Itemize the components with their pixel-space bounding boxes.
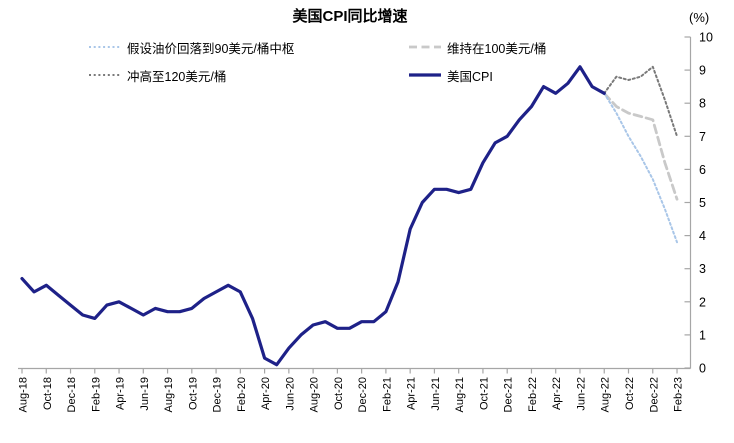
x-tick-label: Oct-19	[187, 377, 199, 410]
x-tick-label: Aug-22	[600, 377, 612, 412]
x-tick-label: Dec-18	[66, 377, 78, 412]
y-tick-label: 9	[699, 64, 706, 78]
x-tick-label: Dec-19	[212, 377, 224, 412]
y-tick-label: 1	[699, 328, 706, 342]
legend-swatch-dashed-gray-icon	[409, 45, 441, 49]
legend-label-oil-90: 假设油价回落到90美元/桶中枢	[127, 41, 295, 56]
x-tick-label: Apr-22	[551, 377, 563, 410]
x-tick-label: Jun-20	[284, 377, 296, 411]
legend-swatch-solid-navy-icon	[409, 73, 441, 77]
x-tick-label: Aug-18	[18, 377, 30, 412]
series-line-1	[603, 92, 678, 244]
axes: 0 1 2 3 4 5 6 7 8 9 10 Aug-18 Oct-18 Dec-18 Feb-19 Apr-…	[18, 31, 713, 413]
x-tick-label: Feb-20	[236, 377, 248, 412]
series-line-2	[602, 91, 679, 201]
x-tick-label: Oct-20	[333, 377, 345, 410]
legend-item-us-cpi: 美国CPI	[408, 67, 493, 84]
y-tick-label: 7	[699, 130, 706, 144]
y-tick-label: 4	[699, 229, 706, 243]
x-tick-label: Oct-18	[42, 377, 54, 410]
chart-title: 美国CPI同比增速	[292, 8, 408, 25]
legend-label-oil-100: 维持在100美元/桶	[447, 41, 547, 56]
series-line-0	[20, 65, 606, 367]
series-line-3	[603, 65, 678, 138]
x-tick-label: Aug-21	[454, 377, 466, 412]
x-tick-label: Feb-21	[381, 377, 393, 412]
y-tick-label: 6	[699, 163, 706, 177]
x-tick-label: Oct-22	[624, 377, 636, 410]
legend-item-oil-120: 冲高至120美元/桶	[88, 67, 227, 84]
y-axis-unit-label: (%)	[689, 10, 710, 25]
legend-swatch-dotted-lightblue-icon	[89, 46, 121, 48]
y-tick-label: 5	[699, 196, 706, 210]
y-tick-label: 3	[699, 262, 706, 276]
x-tick-label: Jun-21	[430, 377, 442, 411]
legend-item-oil-100: 维持在100美元/桶	[408, 39, 547, 56]
x-tick-label: Aug-20	[309, 377, 321, 412]
x-tick-label: Jun-22	[575, 377, 587, 411]
y-tick-label: 0	[699, 362, 706, 376]
x-tick-label: Apr-21	[406, 377, 418, 410]
y-tick-label: 8	[699, 97, 706, 111]
x-tick-label: Feb-19	[90, 377, 102, 412]
x-tick-label: Oct-21	[478, 377, 490, 410]
y-tick-label: 2	[699, 295, 706, 309]
x-tick-label: Jun-19	[139, 377, 151, 411]
legend-swatch-dotted-darkgray-icon	[89, 74, 121, 76]
x-tick-label: Dec-21	[503, 377, 515, 412]
x-tick-label: Feb-22	[527, 377, 539, 412]
y-tick-label: 10	[699, 31, 713, 45]
x-tick-label: Apr-19	[115, 377, 127, 410]
x-tick-label: Dec-20	[357, 377, 369, 412]
legend-label-us-cpi: 美国CPI	[447, 69, 493, 84]
legend-item-oil-90: 假设油价回落到90美元/桶中枢	[88, 39, 295, 56]
x-tick-label: Feb-23	[673, 377, 685, 412]
x-tick-label: Aug-19	[163, 377, 175, 412]
x-tick-label: Apr-20	[260, 377, 272, 410]
x-tick-label: Dec-22	[648, 377, 660, 412]
legend-label-oil-120: 冲高至120美元/桶	[127, 69, 227, 84]
